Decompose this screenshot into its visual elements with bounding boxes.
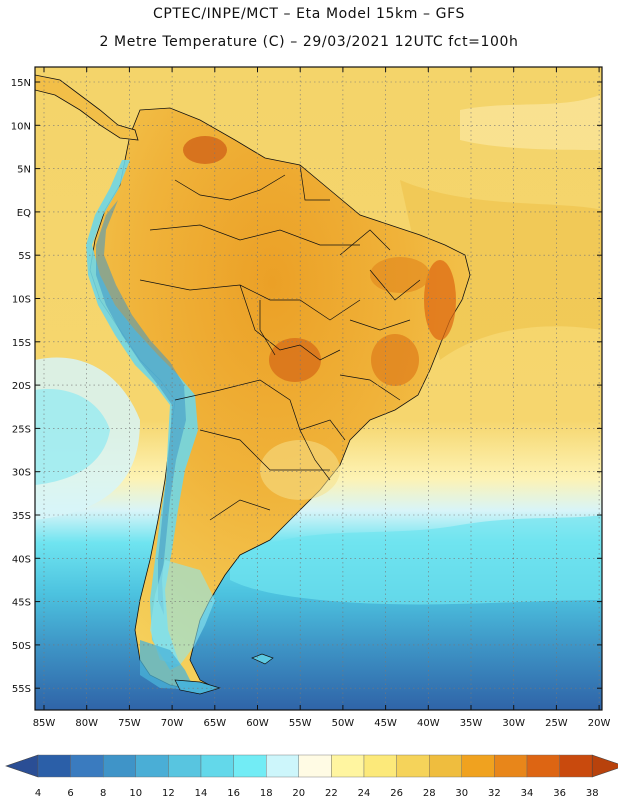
lat-ticks: 15N 10N 5N EQ 5S 10S 15S 20S 25S 30S 35S 40S 45S 50S 5… [11,78,602,695]
lon-label: 25W [545,718,568,729]
hot-spot-northeast [424,260,456,340]
colorbar-tick-label: 28 [423,788,436,799]
lat-label: 5N [17,165,31,176]
colorbar-segment [102,754,136,778]
lon-label: 45W [374,718,397,729]
colorbar: 4 6 8 10 12 14 16 18 20 22 24 26 28 30 32 34 36 38 [5,754,618,799]
colorbar-segment [200,754,234,778]
colorbar-tick-label: 24 [358,788,371,799]
lat-label: 10S [12,295,31,306]
map-title-line1: CPTEC/INPE/MCT – Eta Model 15km – GFS [152,6,466,22]
colorbar-tick-label: 38 [586,788,599,799]
colorbar-tick-label: 22 [325,788,338,799]
colorbar-segment [168,754,202,778]
hot-spot-goias [371,334,419,386]
andes-cold-core [96,200,186,615]
hot-spot-piaui [370,257,430,293]
colorbar-segment [363,754,397,778]
colorbar-tick-label: 30 [455,788,468,799]
lat-label: 10N [11,121,31,132]
lon-label: 80W [75,718,98,729]
lat-label: 55S [12,684,31,695]
colorbar-above-arrow [591,754,618,778]
colorbar-tick-label: 8 [100,788,106,799]
lat-label: 15N [11,78,31,89]
colorbar-tick-label: 36 [553,788,566,799]
colorbar-segment [266,754,300,778]
map-area [35,67,602,710]
colorbar-tick-label: 4 [35,788,41,799]
lat-label: 45S [12,598,31,609]
lat-label: 30S [12,468,31,479]
colorbar-segment [37,754,71,778]
colorbar-segment [526,754,560,778]
colorbar-segment [461,754,495,778]
lat-lon-grid [35,67,602,710]
hot-spot-pantanal [269,338,321,382]
colorbar-tick-label: 12 [162,788,175,799]
patagonia-cold [140,640,195,690]
lon-label: 35W [460,718,483,729]
lat-label: 20S [12,381,31,392]
lat-label: 40S [12,554,31,565]
lon-ticks: 85W 80W 75W 70W 65W 60W 55W 50W 45W 40W 35W 30W 25W 2… [33,67,611,729]
lon-label: 85W [33,718,56,729]
colorbar-segment [429,754,463,778]
colorbar-tick-label: 18 [260,788,273,799]
lon-label: 65W [203,718,226,729]
colorbar-segment [135,754,169,778]
colorbar-tick-label: 6 [67,788,73,799]
lat-label: 15S [12,338,31,349]
colorbar-tick-label: 14 [195,788,208,799]
colorbar-segment [331,754,365,778]
colorbar-tick-label: 20 [292,788,305,799]
lat-label: 35S [12,511,31,522]
lat-label: 5S [18,251,31,262]
lon-label: 40W [417,718,440,729]
lon-label: 50W [332,718,355,729]
lon-label: 20W [588,718,611,729]
ocean-pale-patch [460,95,602,150]
colorbar-below-arrow [5,754,39,778]
colorbar-segment [494,754,528,778]
andes-cold-strip [86,160,198,670]
patagonia-cool [150,560,215,665]
colorbar-tick-label: 34 [521,788,534,799]
lon-label: 70W [161,718,184,729]
lat-label: EQ [17,208,31,219]
colorbar-segment [233,754,267,778]
colorbar-segment [298,754,332,778]
colorbar-tick-label: 26 [390,788,403,799]
lat-label: 50S [12,641,31,652]
lon-label: 60W [246,718,269,729]
map-frame [34,66,603,711]
lon-label: 75W [118,718,141,729]
colorbar-tick-label: 16 [227,788,240,799]
colorbar-tick-label: 32 [488,788,501,799]
lon-label: 30W [502,718,525,729]
pacific-cool-core [35,389,110,485]
colorbar-segment [70,754,104,778]
colorbar-segment [559,754,593,778]
lat-label: 25S [12,424,31,435]
colorbar-segment [396,754,430,778]
hot-spot-venezuela [183,136,227,164]
map-title-line2: 2 Metre Temperature (C) – 29/03/2021 12U… [99,34,519,50]
country-borders [139,164,421,521]
atlantic-cool-wave [230,515,602,605]
lon-label: 55W [289,718,312,729]
colorbar-tick-label: 10 [129,788,142,799]
